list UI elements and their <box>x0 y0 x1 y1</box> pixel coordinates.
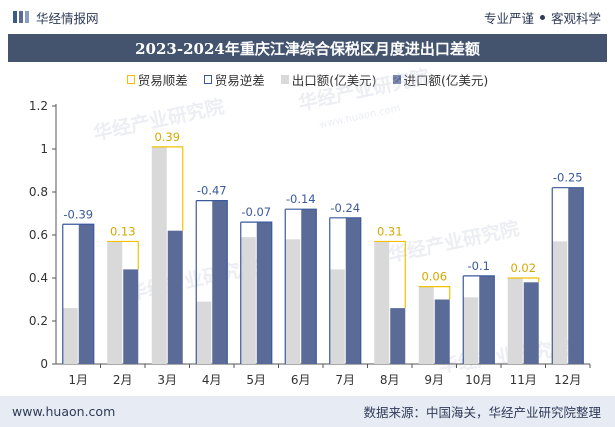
balance-label: 0.06 <box>421 270 447 284</box>
legend-swatch-export <box>280 74 289 84</box>
x-tick-label: 4月 <box>202 373 222 387</box>
legend-swatch-deficit <box>203 74 212 84</box>
top-bar: 华经情报网 专业严谨 客观科学 <box>0 0 615 34</box>
brand-name: 华经情报网 <box>36 10 99 26</box>
x-tick-label: 3月 <box>157 373 177 387</box>
bar-import <box>479 275 495 364</box>
balance-label: 0.39 <box>154 130 180 144</box>
balance-marker-deficit <box>196 200 228 364</box>
tagline: 专业严谨 客观科学 <box>484 8 601 27</box>
x-tick-label: 5月 <box>246 373 266 387</box>
bar-export <box>285 239 301 364</box>
legend-swatch-import <box>392 74 401 84</box>
brand: 华经情报网 <box>12 8 99 27</box>
tagline-left: 专业严谨 <box>483 10 534 26</box>
legend-label-deficit: 贸易逆差 <box>214 72 265 88</box>
footer-website: www.huaon.com <box>12 404 116 419</box>
bar-export <box>62 308 78 364</box>
x-tick-label: 11月 <box>510 373 537 387</box>
y-tick-label: 0.6 <box>29 228 48 242</box>
legend-item-surplus: 贸易顺差 <box>126 70 188 88</box>
bar-import <box>568 187 584 364</box>
watermark-text: 华经产业研究院 <box>386 217 521 267</box>
label-layer: -0.39 1月 0.13 2月 0.39 3月 -0.47 4月 -0.07 5月 -0.14 6月… <box>63 130 582 387</box>
legend-swatch-surplus <box>126 74 135 84</box>
bar-export <box>463 297 479 364</box>
balance-label: 0.13 <box>110 224 136 238</box>
bar-import <box>123 269 139 364</box>
legend-item-deficit: 贸易逆差 <box>203 70 265 88</box>
bar-import <box>345 217 361 364</box>
watermark-text: 华经产业研究院 <box>296 65 431 115</box>
y-tick-label: 0 <box>40 357 48 371</box>
bar-export <box>151 146 167 364</box>
bar-import <box>78 224 94 364</box>
balance-marker-deficit <box>329 217 362 364</box>
balance-marker-surplus <box>151 146 184 231</box>
x-tick-label: 12月 <box>554 373 581 387</box>
balance-marker-deficit <box>285 208 317 364</box>
legend-item-export: 出口额(亿美元) <box>280 70 377 88</box>
bar-export <box>418 286 434 364</box>
footer-source: 数据来源：中国海关，华经产业研究院整理 <box>363 405 601 420</box>
bar-export <box>196 301 212 364</box>
x-tick-label: 10月 <box>465 373 492 387</box>
bar-export <box>240 237 256 364</box>
bar-export <box>507 278 523 364</box>
y-tick-label: 1 <box>40 142 48 156</box>
balance-label: -0.25 <box>553 171 583 185</box>
balance-marker-surplus <box>107 240 139 270</box>
bar-import <box>523 282 539 364</box>
balance-marker-deficit <box>62 223 95 364</box>
y-tick-label: 0.4 <box>29 271 48 285</box>
x-tick-label: 1月 <box>68 373 88 387</box>
logo-icon <box>12 9 30 25</box>
bar-import <box>390 308 406 364</box>
chart-legend: 贸易顺差 贸易逆差 出口额(亿美元) 进口额(亿美元) <box>0 70 615 88</box>
balance-marker-surplus <box>418 286 451 300</box>
bar-import <box>256 222 272 364</box>
x-tick-label: 2月 <box>113 373 133 387</box>
balance-label: -0.24 <box>330 201 360 215</box>
balance-label: 0.31 <box>377 224 403 238</box>
balance-marker-deficit <box>552 187 584 364</box>
separator-dot-icon <box>539 14 545 20</box>
bar-export <box>329 269 345 364</box>
bar-import <box>167 230 183 364</box>
bar-import <box>434 299 450 364</box>
balance-label: -0.39 <box>63 207 93 221</box>
bar-export <box>552 241 568 364</box>
tagline-right: 客观科学 <box>550 10 601 26</box>
balance-label: -0.07 <box>241 205 271 219</box>
balance-label: -0.1 <box>468 259 490 273</box>
axis-layer: 0 0.2 0.4 0.6 0.8 1 1.2 <box>29 99 591 371</box>
balance-marker-deficit <box>240 221 273 364</box>
bar-layer <box>62 146 584 364</box>
x-tick-label: 6月 <box>291 373 311 387</box>
chart-title: 2023-2024年重庆江津综合保税区月度进出口差额 <box>8 34 607 62</box>
legend-label-export: 出口额(亿美元) <box>291 72 377 88</box>
balance-marker-deficit <box>463 275 495 364</box>
x-tick-label: 7月 <box>335 373 355 387</box>
balance-marker-surplus <box>507 277 540 283</box>
legend-label-surplus: 贸易顺差 <box>137 72 188 88</box>
y-tick-label: 1.2 <box>29 99 48 113</box>
balance-marker-surplus <box>374 240 406 309</box>
y-tick-label: 0.8 <box>29 185 48 199</box>
y-tick-label: 0.2 <box>29 314 48 328</box>
bar-export <box>374 241 390 364</box>
bar-import <box>301 209 317 364</box>
bar-export <box>107 241 123 364</box>
legend-label-import: 进口额(亿美元) <box>403 72 489 88</box>
bar-import <box>212 200 228 364</box>
x-tick-label: 8月 <box>380 373 400 387</box>
balance-label: 0.02 <box>510 261 536 275</box>
legend-item-import: 进口额(亿美元) <box>392 70 489 88</box>
footer: www.huaon.com 数据来源：中国海关，华经产业研究院整理 <box>0 396 615 427</box>
x-tick-label: 9月 <box>424 373 444 387</box>
balance-label: -0.14 <box>286 192 316 206</box>
balance-label: -0.47 <box>197 184 227 198</box>
